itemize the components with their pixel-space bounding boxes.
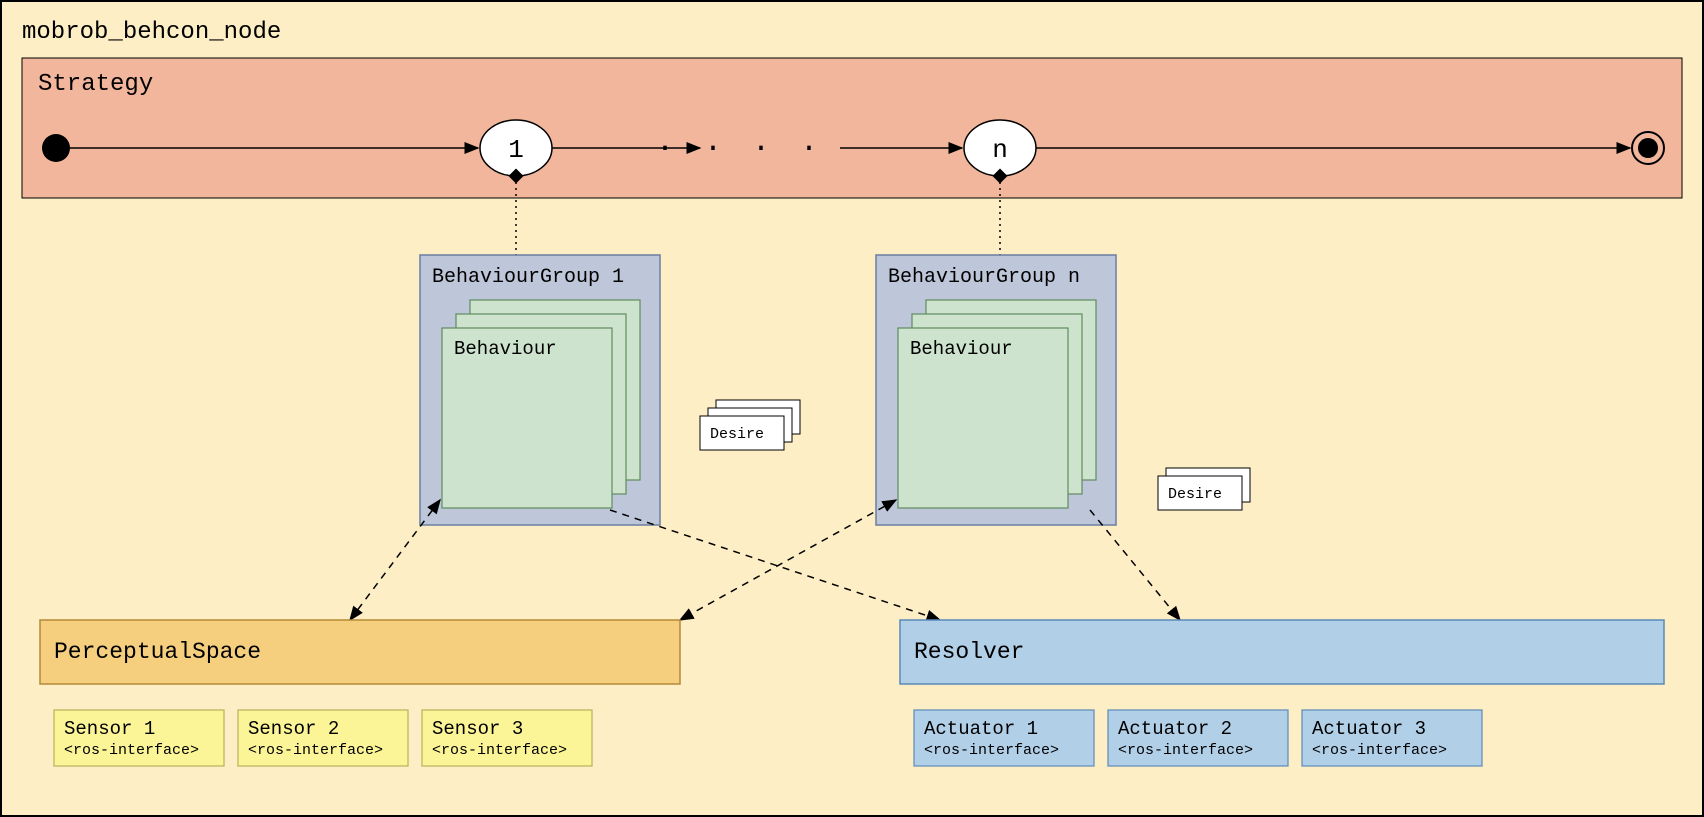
svg-text:<ros-interface>: <ros-interface> xyxy=(924,742,1059,759)
svg-text:1: 1 xyxy=(508,135,524,165)
svg-text:<ros-interface>: <ros-interface> xyxy=(1312,742,1447,759)
diagram-title: mobrob_behcon_node xyxy=(22,19,281,46)
architecture-diagram: mobrob_behcon_node Strategy 1 n · · · · Behav… xyxy=(0,0,1704,817)
svg-text:Sensor 3: Sensor 3 xyxy=(432,718,523,740)
strategy-box xyxy=(22,58,1682,198)
svg-text:BehaviourGroup 1: BehaviourGroup 1 xyxy=(432,266,624,289)
svg-text:<ros-interface>: <ros-interface> xyxy=(1118,742,1253,759)
start-state xyxy=(42,134,70,162)
svg-text:Strategy: Strategy xyxy=(38,71,153,98)
svg-text:Behaviour: Behaviour xyxy=(454,338,557,360)
svg-text:Desire: Desire xyxy=(1168,486,1222,503)
svg-text:n: n xyxy=(992,135,1008,165)
svg-text:Behaviour: Behaviour xyxy=(910,338,1013,360)
svg-text:Actuator 2: Actuator 2 xyxy=(1118,718,1232,740)
svg-text:<ros-interface>: <ros-interface> xyxy=(248,742,383,759)
svg-text:Actuator 1: Actuator 1 xyxy=(924,718,1038,740)
svg-text:Desire: Desire xyxy=(710,426,764,443)
svg-text:PerceptualSpace: PerceptualSpace xyxy=(54,639,261,665)
svg-text:BehaviourGroup n: BehaviourGroup n xyxy=(888,266,1080,289)
svg-text:<ros-interface>: <ros-interface> xyxy=(432,742,567,759)
svg-text:· · · ·: · · · · xyxy=(656,132,824,166)
svg-text:Actuator 3: Actuator 3 xyxy=(1312,718,1426,740)
svg-text:Sensor 2: Sensor 2 xyxy=(248,718,339,740)
svg-text:Resolver: Resolver xyxy=(914,639,1024,665)
svg-text:Sensor 1: Sensor 1 xyxy=(64,718,155,740)
svg-text:<ros-interface>: <ros-interface> xyxy=(64,742,199,759)
end-state xyxy=(1638,138,1658,158)
